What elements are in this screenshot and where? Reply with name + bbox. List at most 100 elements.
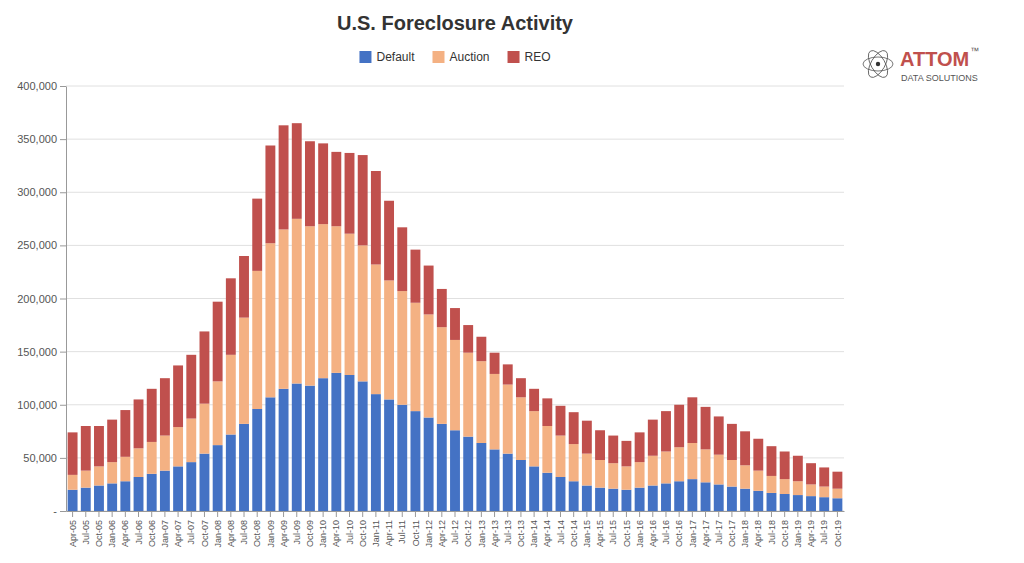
tick-label: Oct-17 xyxy=(727,520,737,547)
bar xyxy=(384,201,394,281)
tick: Jan-19 xyxy=(793,511,803,548)
bar xyxy=(134,448,144,477)
tick-mark xyxy=(257,511,258,517)
legend-swatch xyxy=(359,51,371,63)
bar xyxy=(160,378,170,435)
tick-mark xyxy=(428,511,429,517)
legend: DefaultAuctionREO xyxy=(359,50,550,64)
tick: Jul-06 xyxy=(134,511,144,545)
tick: 50,000 xyxy=(23,452,66,464)
bar xyxy=(542,473,552,511)
bar xyxy=(147,442,157,474)
tick: Jul-16 xyxy=(661,511,671,545)
chart: U.S. Foreclosure Activity-50,000100,0001… xyxy=(0,0,1024,563)
tick-label: Jul-18 xyxy=(767,520,777,545)
tick-mark xyxy=(718,511,719,517)
bar xyxy=(397,227,407,291)
tick-mark xyxy=(837,511,838,517)
bar xyxy=(147,474,157,511)
tick-mark xyxy=(586,511,587,517)
tick: Apr-19 xyxy=(806,511,816,547)
tick: Jan-11 xyxy=(371,511,381,547)
bar xyxy=(648,486,658,512)
bar xyxy=(331,226,341,373)
tick-mark xyxy=(758,511,759,517)
tick-label: Jan-12 xyxy=(424,520,434,548)
tick-label: Apr-13 xyxy=(490,520,500,547)
tick-label: Oct-14 xyxy=(569,520,579,547)
tick-mark xyxy=(270,511,271,517)
tick-label: Oct-10 xyxy=(358,520,368,547)
tick-label: Oct-07 xyxy=(200,520,210,547)
tick-mark xyxy=(811,511,812,517)
tick-mark xyxy=(191,511,192,517)
tick-label: Apr-17 xyxy=(701,520,711,547)
tick-label: Jul-15 xyxy=(608,520,618,545)
bar xyxy=(767,446,777,476)
legend-item: Default xyxy=(359,50,415,64)
bar xyxy=(81,471,91,488)
tick-mark xyxy=(573,511,574,517)
logo-ring xyxy=(863,57,893,71)
tick: Oct-05 xyxy=(94,511,104,547)
tick-label: Jan-07 xyxy=(160,520,170,548)
tick: Oct-09 xyxy=(305,511,315,547)
tick: Jan-09 xyxy=(266,511,276,548)
grid-line xyxy=(66,86,844,87)
bar xyxy=(450,430,460,511)
bar xyxy=(753,491,763,511)
grid xyxy=(66,86,844,511)
tick: Jan-12 xyxy=(424,511,434,548)
tick: Apr-11 xyxy=(384,511,394,546)
tick-label: Jul-07 xyxy=(186,520,196,545)
tick: Jul-15 xyxy=(608,511,618,545)
bar xyxy=(701,482,711,511)
bar xyxy=(476,361,486,443)
bar xyxy=(68,475,78,490)
tick: Jan-18 xyxy=(740,511,750,548)
bar xyxy=(727,424,737,460)
tick-label: Apr-07 xyxy=(173,520,183,547)
bar xyxy=(516,378,526,397)
bar xyxy=(200,331,210,403)
tick-mark xyxy=(745,511,746,517)
tick: 100,000 xyxy=(17,399,66,411)
bar xyxy=(463,325,473,353)
tick-mark xyxy=(60,192,66,193)
bar xyxy=(463,353,473,437)
tick: Apr-18 xyxy=(753,511,763,547)
tick: Jul-07 xyxy=(186,511,196,545)
tick-label: Jul-12 xyxy=(450,520,460,545)
bar xyxy=(595,488,605,511)
annotation: DATA SOLUTIONS xyxy=(901,73,978,83)
tick-mark xyxy=(520,511,521,517)
bar xyxy=(503,364,513,384)
bar xyxy=(226,278,236,355)
legend-swatch xyxy=(508,51,520,63)
bar xyxy=(437,424,447,511)
tick: Jan-14 xyxy=(529,511,539,548)
tick-label: Oct-18 xyxy=(780,520,790,547)
tick-mark xyxy=(771,511,772,517)
bar xyxy=(437,327,447,424)
tick-mark xyxy=(60,352,66,353)
bar xyxy=(358,245,368,381)
tick: Jul-08 xyxy=(239,511,249,545)
bar xyxy=(635,462,645,488)
tick-label: Apr-12 xyxy=(437,520,447,547)
tick-mark xyxy=(336,511,337,517)
tick-label: Oct-09 xyxy=(305,520,315,547)
tick-label: Jan-14 xyxy=(529,520,539,548)
bar xyxy=(68,432,78,475)
tick: Oct-06 xyxy=(147,511,157,547)
bar xyxy=(450,308,460,340)
bar xyxy=(463,437,473,511)
tick-label: Jul-05 xyxy=(81,520,91,545)
tick-label: Jan-16 xyxy=(635,520,645,548)
bar xyxy=(621,490,631,511)
bar xyxy=(292,123,302,219)
tick-mark xyxy=(85,511,86,517)
tick: Apr-16 xyxy=(648,511,658,547)
tick-label: 50,000 xyxy=(23,452,57,464)
bar xyxy=(503,454,513,511)
